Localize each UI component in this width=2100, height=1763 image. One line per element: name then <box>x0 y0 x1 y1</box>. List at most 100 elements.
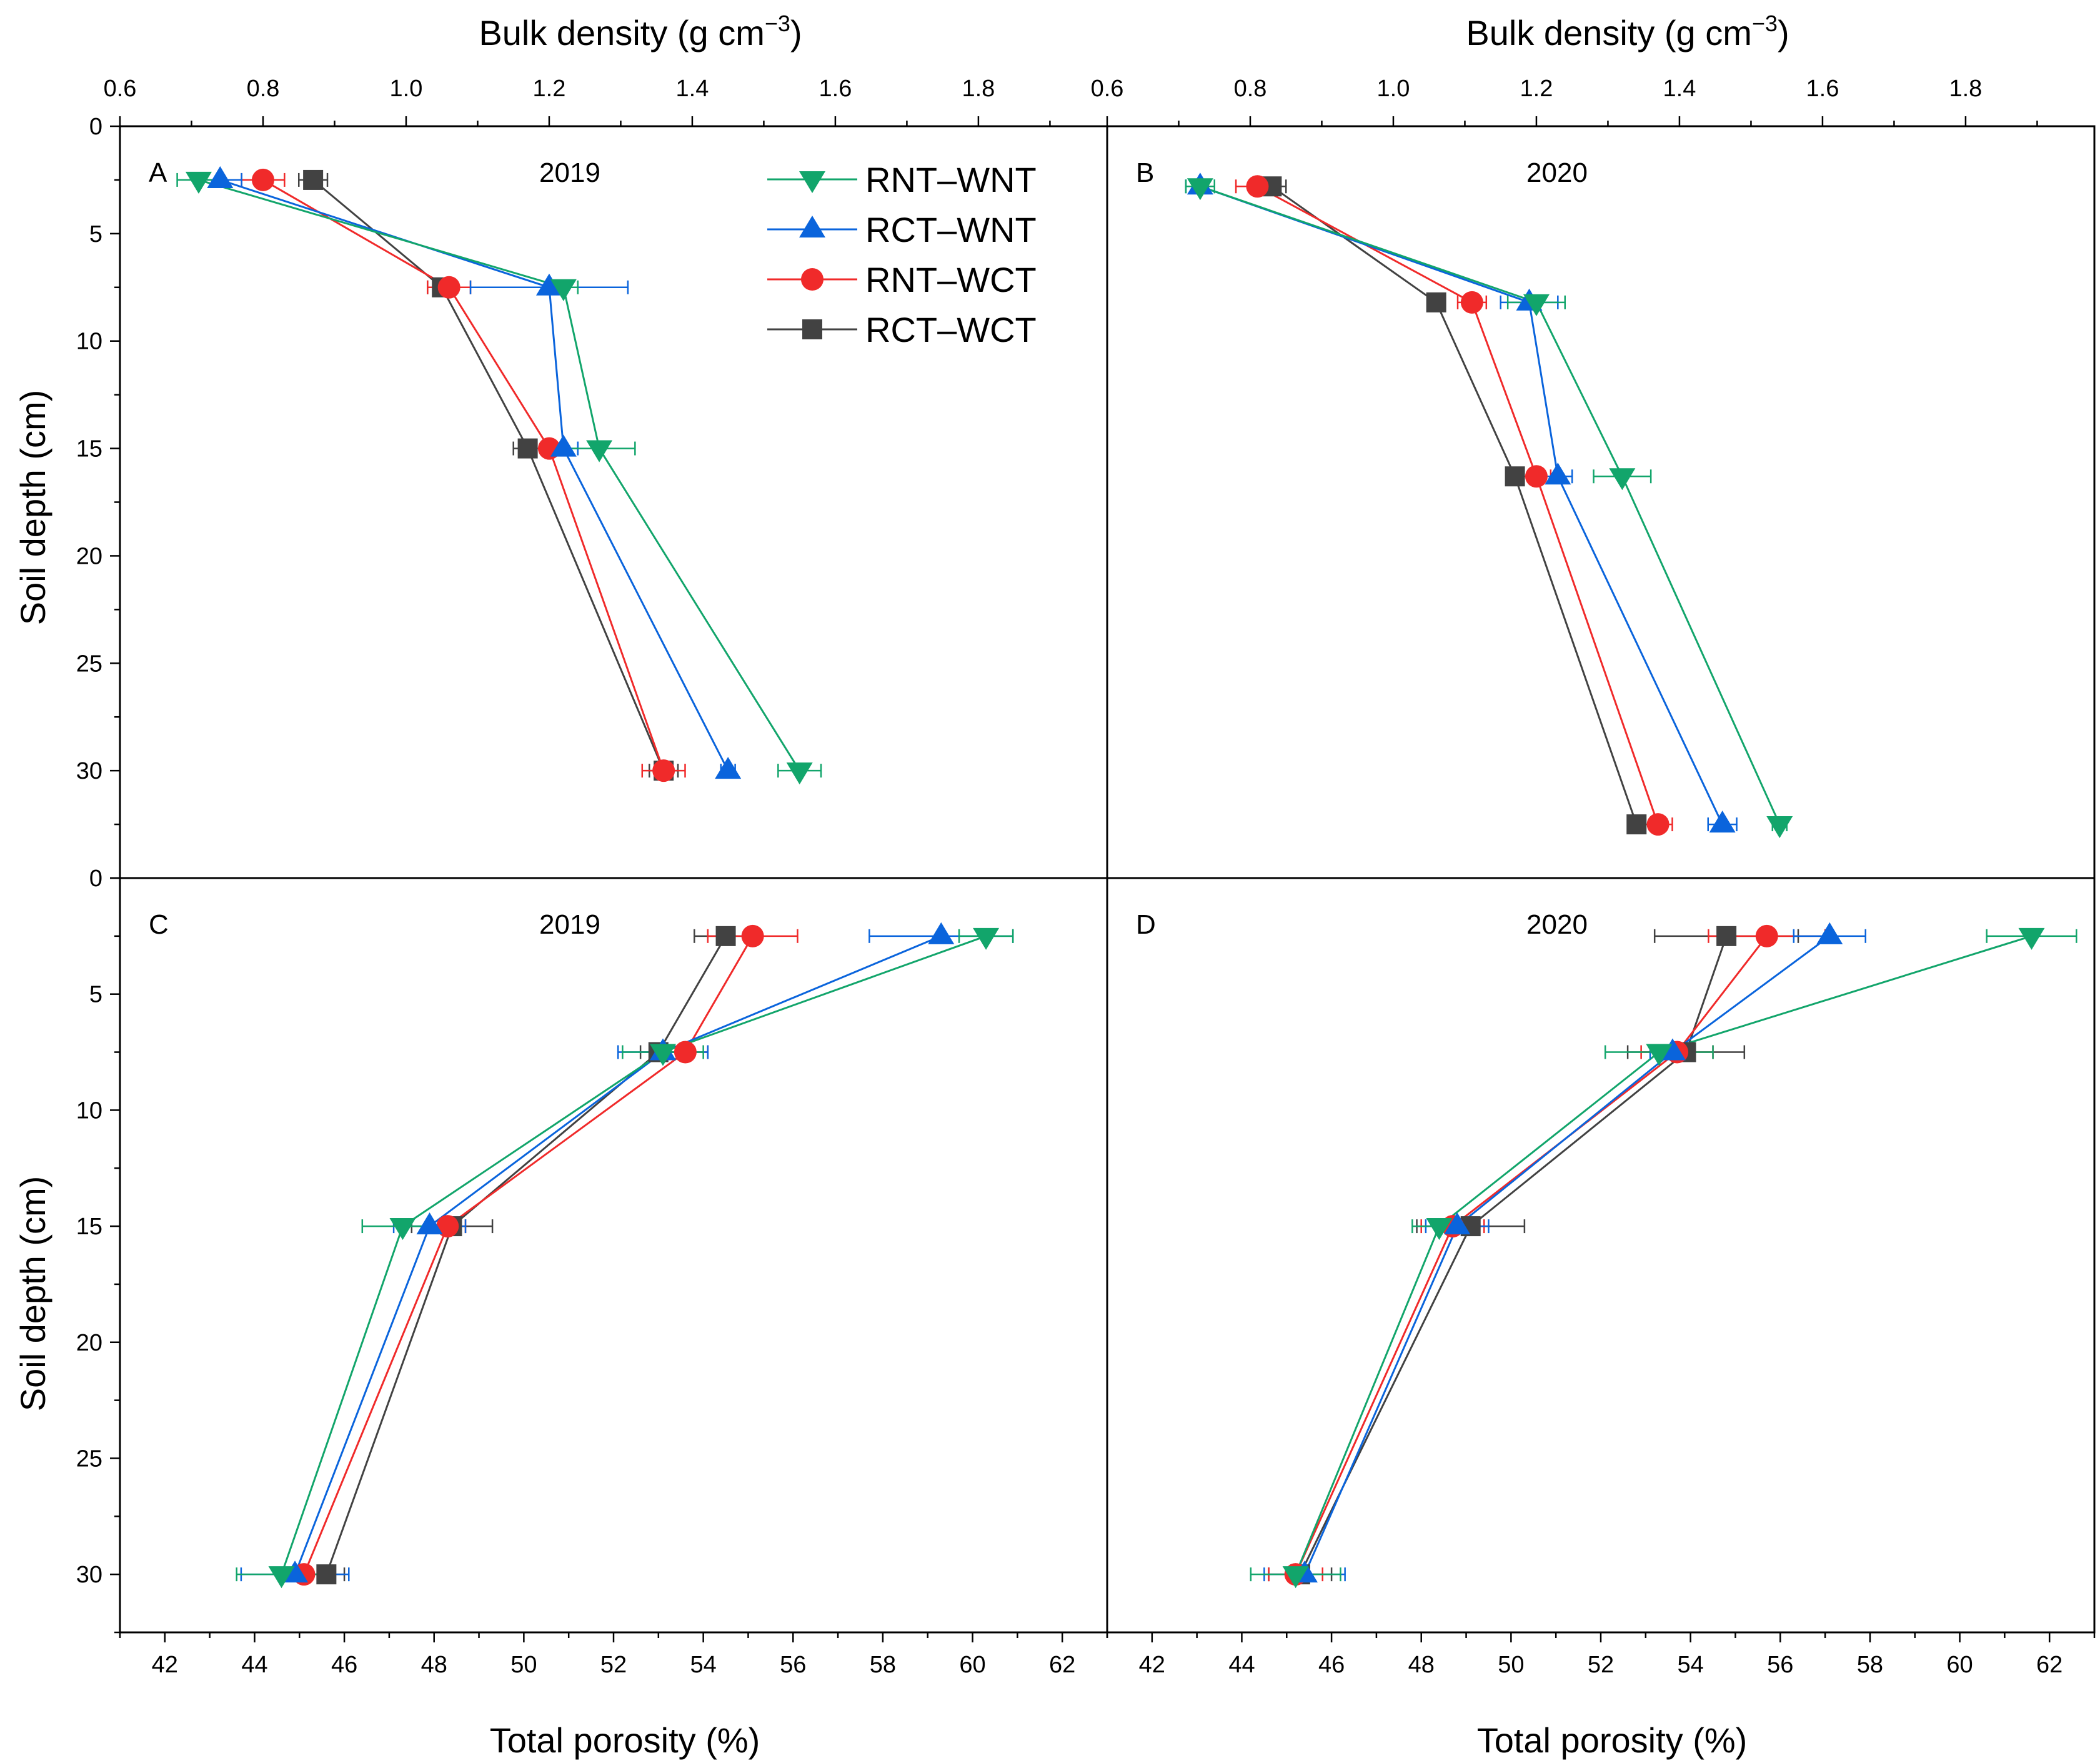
tp-tick-label-D: 60 <box>1946 1652 1973 1678</box>
top-axis-title-right-close: ) <box>1778 13 1789 52</box>
plot-area-D: D 2020 <box>1136 909 2078 1589</box>
tp-tick-label-D: 52 <box>1588 1652 1614 1678</box>
data-point-RNT-WCT <box>1755 924 1778 947</box>
data-point-RCT-WNT <box>1659 1038 1686 1061</box>
data-point-RNT-WNT <box>1523 294 1550 316</box>
tp-tick-label-C: 44 <box>241 1652 267 1678</box>
series-line-RCT-WCT <box>325 936 727 1575</box>
depth-tick-label-A: 0 <box>89 114 102 140</box>
data-point-RCT-WNT <box>282 1561 309 1583</box>
data-point-RCT-WNT <box>550 434 577 457</box>
data-point-RNT-WNT <box>185 171 212 194</box>
data-point-RCT-WCT <box>715 926 736 946</box>
tp-tick-label-D: 42 <box>1139 1652 1165 1678</box>
tp-tick-label-C: 48 <box>421 1652 447 1678</box>
legend-item-RNT-WCT: RNT–WCT <box>767 260 1037 299</box>
tp-tick-label-C: 62 <box>1049 1652 1075 1678</box>
depth-tick-label-C: 25 <box>76 1446 102 1472</box>
data-point-RCT-WCT <box>1716 926 1737 946</box>
tp-tick-label-D: 54 <box>1677 1652 1703 1678</box>
series-line-RCT-WNT <box>294 935 942 1575</box>
data-point-RCT-WNT <box>1545 462 1571 485</box>
data-point-RNT-WCT <box>652 759 675 782</box>
left-axis-title-top: Soil depth (cm) <box>13 390 52 626</box>
data-point-RNT-WCT <box>436 1215 459 1238</box>
panel-title-A: 2019 <box>539 157 600 188</box>
bd-tick-label-B: 0.6 <box>1091 76 1124 102</box>
depth-tick-label-C: 0 <box>89 866 102 892</box>
series-line-RNT-WNT <box>281 935 987 1575</box>
data-point-RNT-WNT <box>2018 927 2045 950</box>
tp-tick-label-C: 50 <box>510 1652 537 1678</box>
panel-title-C: 2019 <box>539 909 600 940</box>
bd-tick-label-B: 1.0 <box>1377 76 1410 102</box>
legend-item-RCT-WNT: RCT–WNT <box>767 210 1037 249</box>
data-point-RCT-WCT <box>1505 466 1525 487</box>
panel-label-A: A <box>149 157 167 188</box>
tp-tick-label-C: 42 <box>152 1652 178 1678</box>
data-point-RNT-WCT <box>1246 175 1269 198</box>
data-point-RNT-WCT <box>1525 465 1548 488</box>
plot-area-C: C 2019 <box>149 909 1014 1589</box>
panel-title-D: 2020 <box>1526 909 1588 940</box>
data-point-RNT-WNT <box>650 1044 676 1066</box>
series-line-RNT-WCT <box>1295 935 1768 1575</box>
top-axis-title-right-main: Bulk density (g cm <box>1466 13 1752 52</box>
plot-layer: A 2019 B 2020 C 2019 D 2020 <box>149 157 2078 1589</box>
series-line-RCT-WNT <box>1200 185 1723 825</box>
legend-item-RCT-WCT: RCT–WCT <box>767 310 1037 349</box>
tp-tick-label-D: 44 <box>1228 1652 1255 1678</box>
tp-tick-label-C: 56 <box>780 1652 806 1678</box>
data-point-RNT-WNT <box>268 1566 295 1589</box>
data-point-RNT-WCT <box>674 1041 697 1064</box>
tp-tick-label-C: 58 <box>870 1652 896 1678</box>
legend-marker-RNT-WNT <box>799 171 825 194</box>
data-point-RNT-WNT <box>1646 1044 1673 1066</box>
legend-marker-RCT-WCT <box>802 319 822 339</box>
series-line-RNT-WNT <box>198 179 800 771</box>
bd-tick-label-A: 1.6 <box>819 76 852 102</box>
bd-tick-label-B: 1.6 <box>1806 76 1839 102</box>
data-point-RNT-WNT <box>1766 816 1793 839</box>
series-line-RCT-WCT <box>312 179 665 771</box>
bd-tick-label-A: 1.8 <box>962 76 995 102</box>
data-point-RNT-WNT <box>586 440 613 462</box>
tp-tick-label-D: 50 <box>1498 1652 1524 1678</box>
depth-tick-label-C: 20 <box>76 1330 102 1356</box>
legend-item-RNT-WNT: RNT–WNT <box>767 160 1037 199</box>
data-point-RCT-WCT <box>1626 814 1647 835</box>
legend-label-RCT-WNT: RCT–WNT <box>865 210 1037 249</box>
panel-label-D: D <box>1136 909 1156 940</box>
legend-label-RNT-WNT: RNT–WNT <box>865 160 1037 199</box>
data-point-RCT-WNT <box>1709 811 1736 833</box>
series-line-RNT-WNT <box>1200 185 1781 825</box>
panel-title-B: 2020 <box>1526 157 1588 188</box>
bd-tick-label-A: 1.2 <box>533 76 566 102</box>
plot-area-B: B 2020 <box>1136 157 1793 839</box>
tp-tick-label-D: 46 <box>1318 1652 1345 1678</box>
bd-tick-label-A: 1.4 <box>676 76 709 102</box>
data-point-RCT-WNT <box>1816 922 1843 944</box>
tp-tick-label-C: 46 <box>331 1652 357 1678</box>
depth-tick-label-C: 15 <box>76 1214 102 1240</box>
plot-area-A: A 2019 <box>149 157 822 785</box>
top-axis-title-left-main: Bulk density (g cm <box>479 13 765 52</box>
legend-label-RCT-WCT: RCT–WCT <box>865 310 1037 349</box>
series-line-RNT-WCT <box>1257 185 1660 825</box>
depth-tick-label-C: 30 <box>76 1562 102 1588</box>
tp-tick-label-C: 54 <box>690 1652 716 1678</box>
legend: RNT–WNT RCT–WNT RNT–WCT RCT–WCT <box>767 160 1037 349</box>
data-point-RNT-WCT <box>437 276 460 299</box>
depth-tick-label-A: 25 <box>76 651 102 677</box>
data-point-RCT-WNT <box>416 1212 443 1235</box>
legend-marker-RNT-WCT <box>801 268 824 291</box>
depth-tick-label-A: 10 <box>76 329 102 355</box>
tp-tick-label-D: 58 <box>1857 1652 1883 1678</box>
axis-ticks-layer: 0.6 0.8 1.0 1.2 1.4 1.6 1.8 0.6 0.8 1.0 1.2 1.4 1.6 1… <box>76 76 2096 1678</box>
legend-label-RNT-WCT: RNT–WCT <box>865 260 1037 299</box>
series-line-RCT-WNT <box>1303 935 1831 1575</box>
tp-tick-label-D: 62 <box>2036 1652 2063 1678</box>
depth-tick-label-A: 5 <box>89 221 102 247</box>
top-axis-title-left-close: ) <box>790 13 802 52</box>
